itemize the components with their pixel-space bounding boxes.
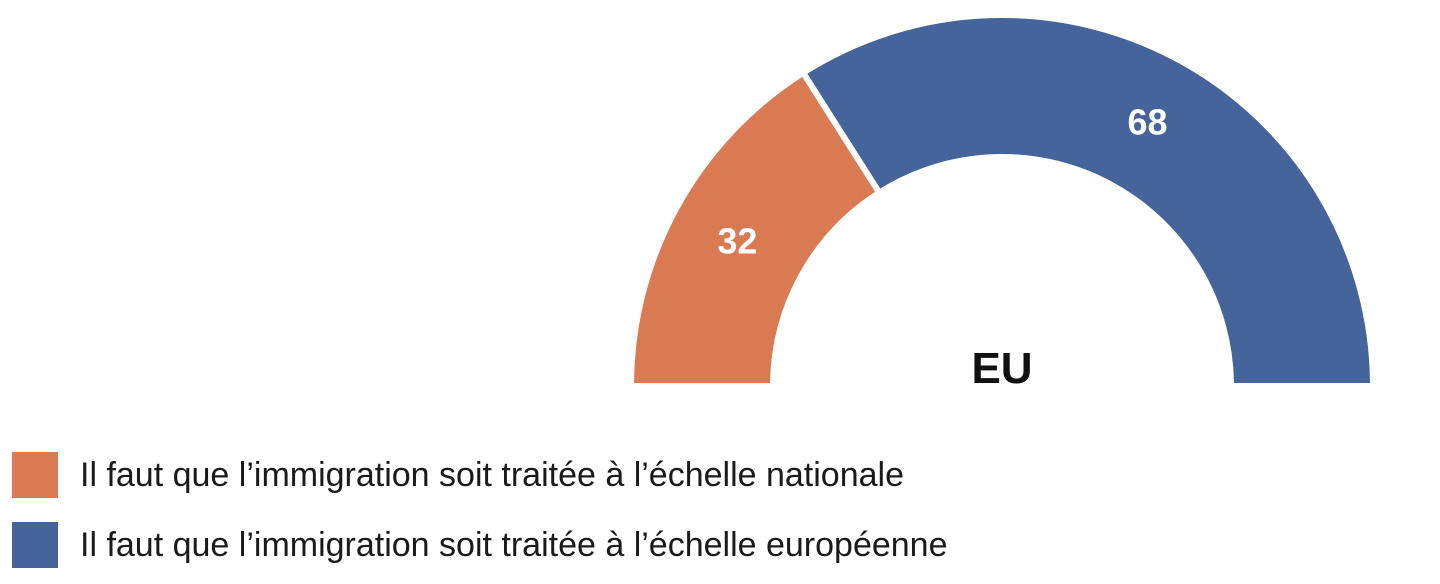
legend-label-european: Il faut que l’immigration soit traitée à…	[80, 525, 948, 564]
legend-item-european: Il faut que l’immigration soit traitée à…	[12, 510, 1112, 580]
value-label-european: 68	[1127, 101, 1167, 142]
chart-value-labels: 32 68	[717, 101, 1167, 261]
legend-item-national: Il faut que l’immigration soit traitée à…	[12, 440, 1112, 510]
legend-swatch-national	[12, 452, 58, 498]
slice-national	[627, 68, 884, 389]
half-donut-chart: 32 68 EU	[627, 12, 1377, 393]
legend-label-national: Il faut que l’immigration soit traitée à…	[80, 455, 905, 494]
slice-european	[799, 12, 1377, 389]
center-label: EU	[971, 344, 1032, 393]
chart-legend: Il faut que l’immigration soit traitée à…	[12, 440, 1112, 580]
chart-slices	[627, 12, 1377, 389]
value-label-national: 32	[717, 221, 757, 262]
legend-swatch-european	[12, 522, 58, 568]
